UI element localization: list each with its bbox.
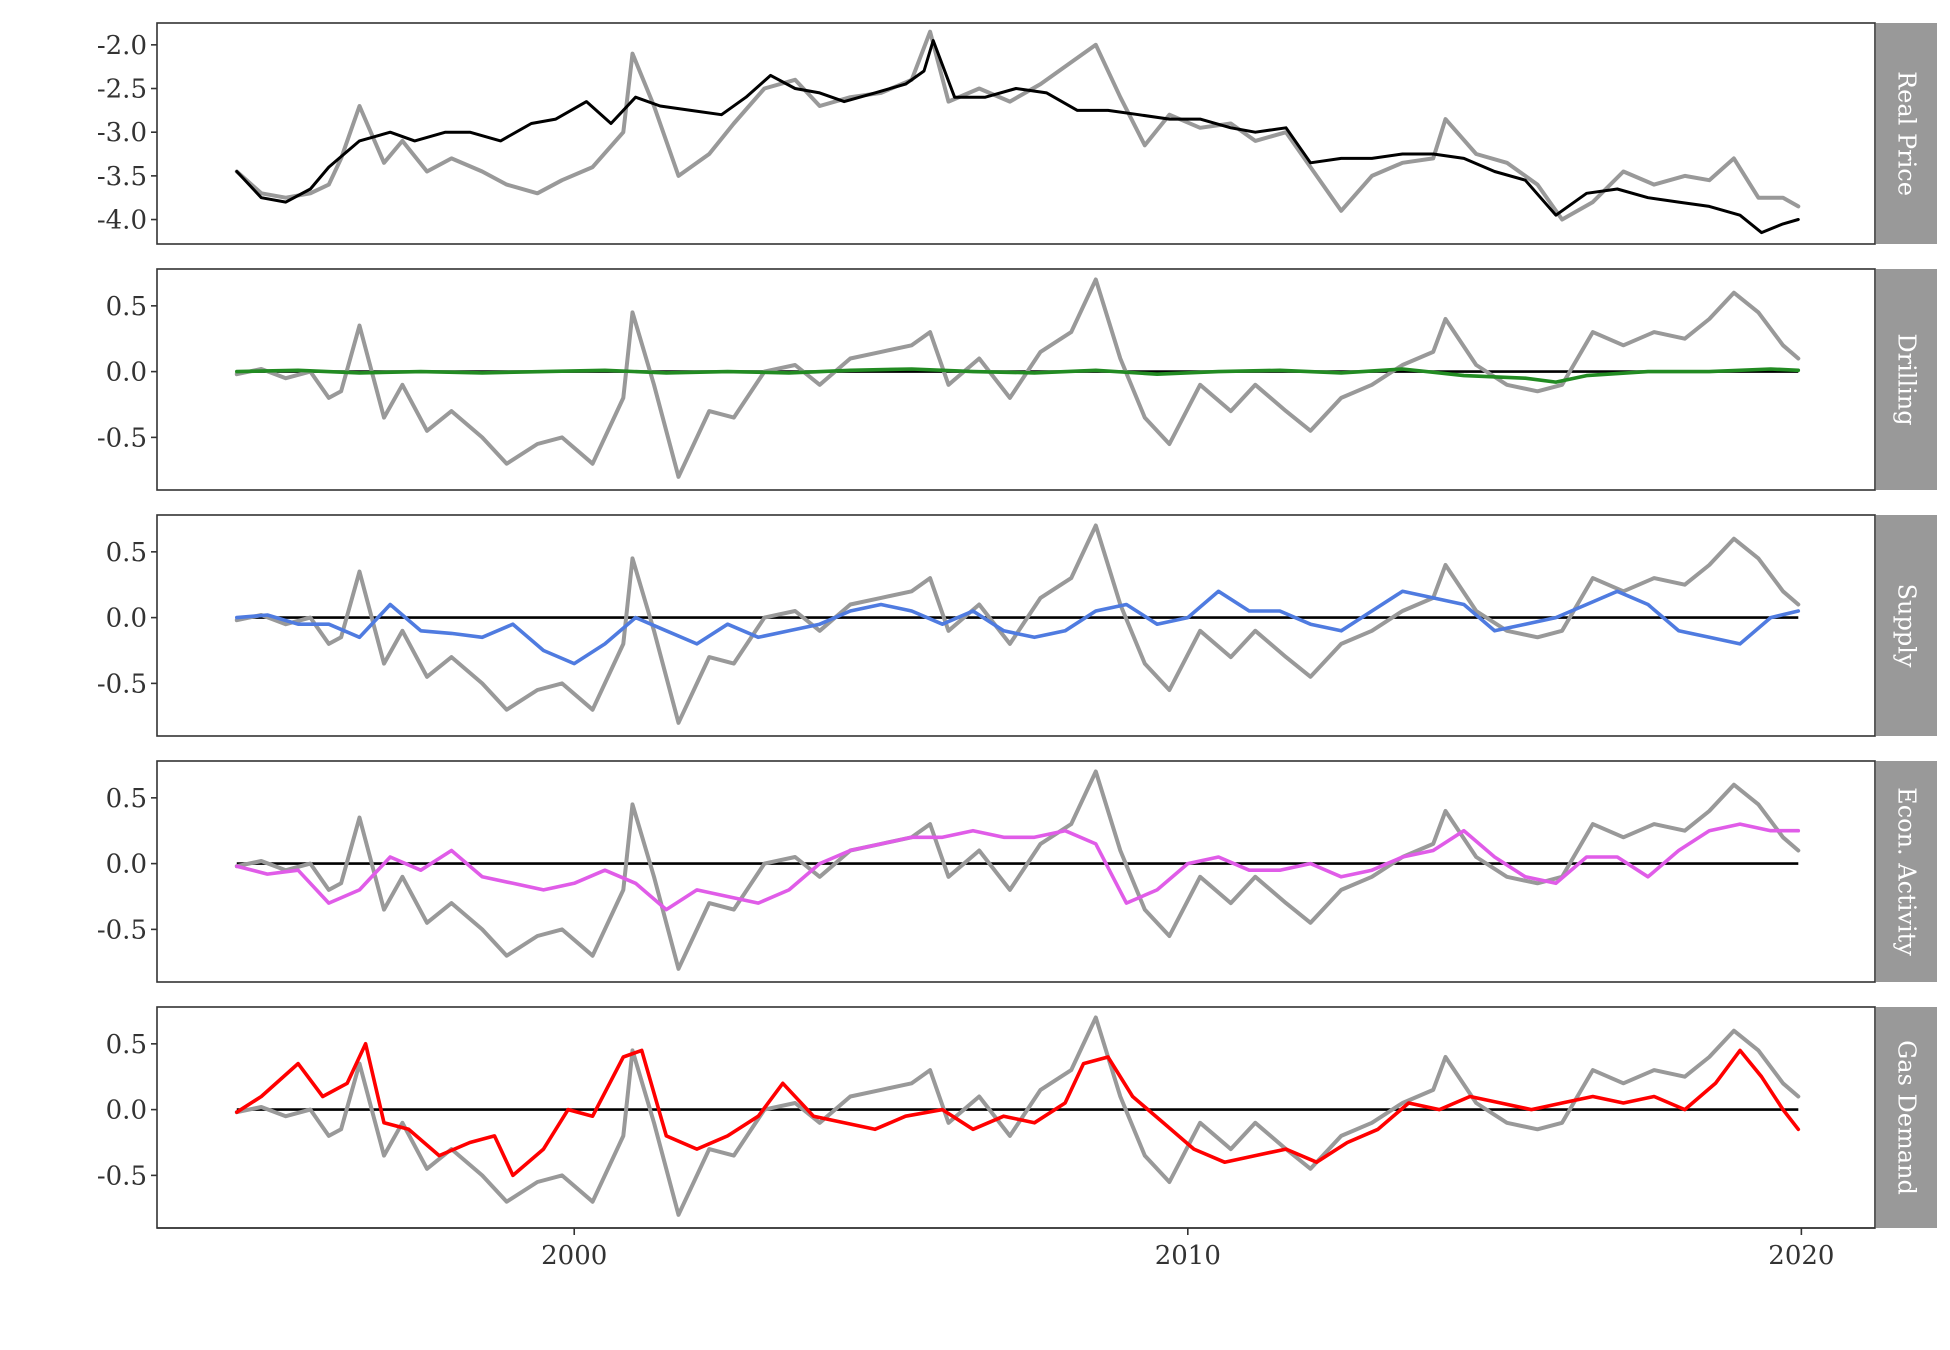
series-group (234, 277, 1801, 479)
y-tick-label: 0.5 (106, 784, 147, 814)
panel-econ-activity: 0.5 0.0 -0.5 Econ. Activity (97, 760, 1937, 983)
series-group (234, 29, 1801, 235)
strip-label-supply: Supply (1893, 584, 1921, 668)
y-tick-label: -3.0 (97, 118, 147, 148)
series-line-decomposition (235, 1042, 1801, 1178)
panel-background (157, 515, 1875, 736)
y-tick-label: 0.0 (106, 604, 147, 634)
strip-background (1876, 761, 1937, 982)
series-line-decomposition (235, 822, 1801, 912)
x-tick-label: 2020 (1768, 1241, 1834, 1271)
series-line-reference (234, 769, 1801, 971)
y-tick-label: -0.5 (97, 423, 147, 453)
x-tick-label: 2010 (1155, 1241, 1221, 1271)
y-tick-label: 0.0 (106, 850, 147, 880)
y-tick-label: 0.0 (106, 1096, 147, 1126)
strip-label-gas-demand: Gas Demand (1893, 1040, 1921, 1195)
strip-label-drilling: Drilling (1893, 333, 1921, 425)
series-group (234, 1015, 1801, 1217)
strip-background (1876, 515, 1937, 736)
y-tick-label: 0.5 (106, 1030, 147, 1060)
series-line-reference (234, 277, 1801, 479)
panel-background (157, 23, 1875, 244)
panel-border (156, 514, 1876, 737)
y-tick-label: -2.0 (97, 31, 147, 61)
strip-background (1876, 1007, 1937, 1228)
series-line-observed (235, 39, 1800, 235)
panel-background (157, 269, 1875, 490)
panels-group: -2.0 -2.5 -3.0 -3.5 -4.0 Real Price 0.5 0.0 -0.5… (97, 22, 1937, 1229)
y-tick-label: 0.5 (106, 292, 147, 322)
panel-background (157, 761, 1875, 982)
series-group (234, 523, 1801, 725)
panel-real-price: -2.0 -2.5 -3.0 -3.5 -4.0 Real Price (97, 22, 1937, 245)
panel-drilling: 0.5 0.0 -0.5 Drilling (97, 268, 1937, 491)
series-line-reference (234, 523, 1801, 725)
y-tick-label: 0.0 (106, 358, 147, 388)
y-tick-label: -4.0 (97, 206, 147, 236)
series-line-decomposition (235, 589, 1801, 666)
panel-supply: 0.5 0.0 -0.5 Supply (97, 514, 1937, 737)
strip-background (1876, 23, 1937, 244)
y-tick-label: 0.5 (106, 538, 147, 568)
x-axis: 2000 2010 2020 (157, 1227, 1875, 1271)
series-group (234, 769, 1801, 971)
strip-label-real-price: Real Price (1893, 71, 1921, 196)
series-line-decomposition (235, 367, 1801, 384)
y-tick-label: -3.5 (97, 162, 147, 192)
y-tick-label: -0.5 (97, 669, 147, 699)
strip-background (1876, 269, 1937, 490)
y-tick-label: -0.5 (97, 915, 147, 945)
panel-border (156, 268, 1876, 491)
y-tick-label: -2.5 (97, 75, 147, 105)
strip-label-econ-activity: Econ. Activity (1893, 787, 1921, 956)
y-tick-label: -0.5 (97, 1161, 147, 1191)
x-tick-label: 2000 (541, 1241, 607, 1271)
panel-border (156, 22, 1876, 245)
series-line-reference (234, 29, 1801, 222)
panel-gas-demand: 0.5 0.0 -0.5 Gas Demand (97, 1006, 1937, 1229)
panel-border (156, 760, 1876, 983)
